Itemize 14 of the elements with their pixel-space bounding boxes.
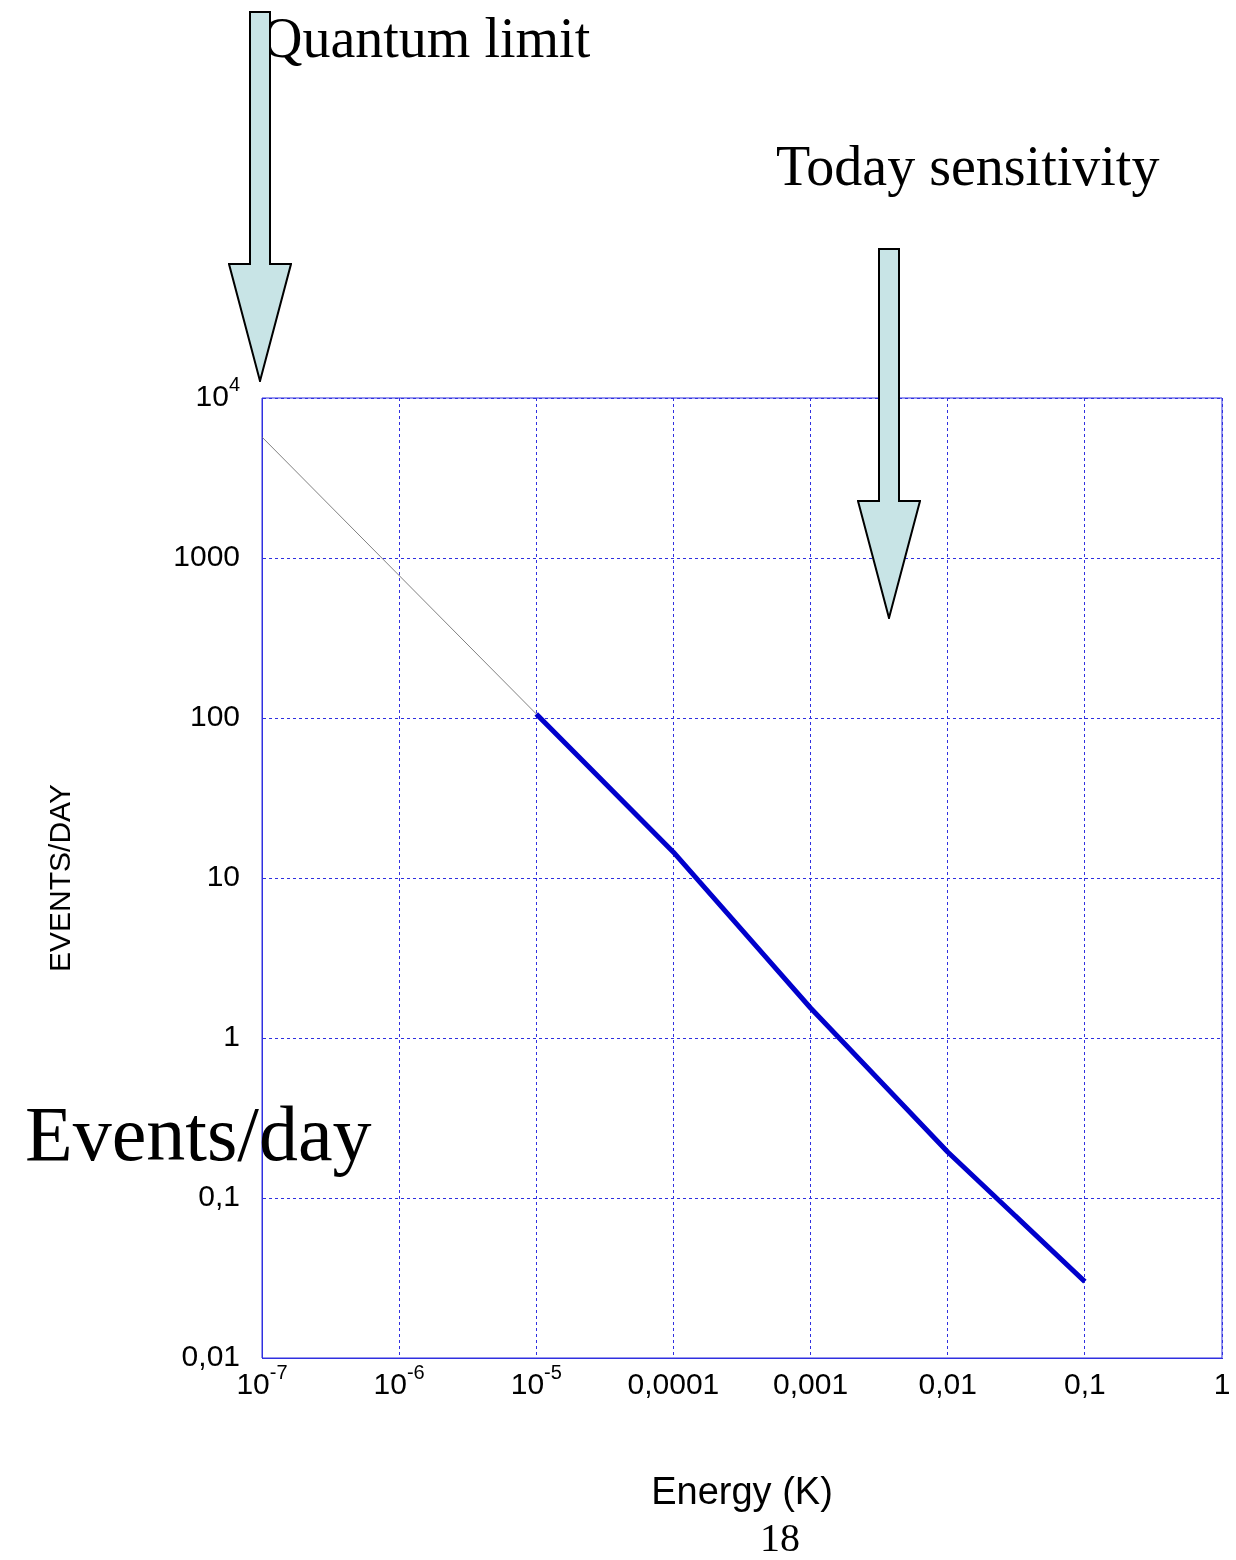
text: Today sensitivity [776,135,1160,197]
x-tick-label: 1 [1213,1367,1231,1401]
y-axis-title: EVENTS/DAY [43,784,77,972]
x-tick-label: 0,01 [918,1367,977,1401]
y-tick-label: 1 [223,1019,240,1053]
y-tick-label: 0,1 [198,1179,241,1213]
x-tick-label: 0,0001 [627,1367,720,1401]
x-tick-label: 0,001 [773,1367,849,1401]
x-axis-title: Energy (K) [651,1469,833,1512]
y-tick-label: 1000 [173,539,241,573]
x-tick-label: 0,1 [1064,1367,1106,1401]
y-tick-label: 10 [206,859,241,893]
text: 18 [760,1515,800,1560]
y-tick-label: 100 [189,699,241,733]
